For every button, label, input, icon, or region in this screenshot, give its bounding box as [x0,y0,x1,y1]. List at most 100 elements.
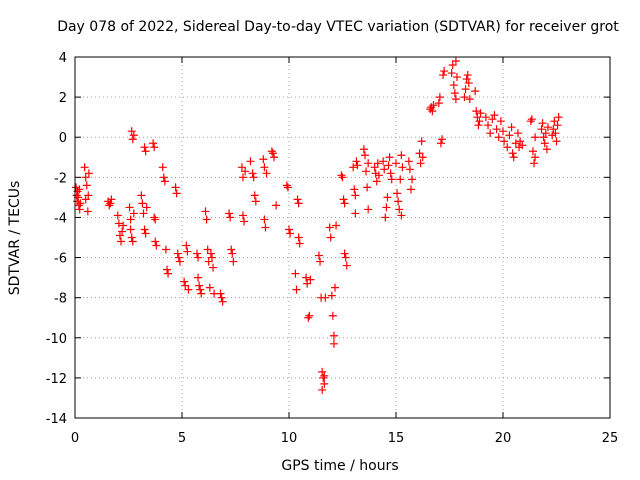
data-point [127,233,136,242]
data-point [329,339,338,348]
data-point [318,385,327,394]
data-point [416,159,425,168]
data-point [205,283,214,292]
data-point [126,215,135,224]
data-point [302,273,311,282]
data-point [486,129,495,138]
data-point [436,139,445,148]
data-point [194,273,203,282]
data-point [552,137,561,146]
data-point [397,211,406,220]
data-point [448,61,457,70]
data-point [374,171,383,180]
data-point [105,201,114,210]
data-point [435,93,444,102]
data-point [528,147,537,156]
data-point [182,241,191,250]
data-point [543,123,552,132]
data-point [149,139,158,148]
data-point [382,203,391,212]
data-point [408,175,417,184]
data-point [125,203,134,212]
data-point [192,249,201,258]
data-point [114,219,123,228]
data-point [285,225,293,234]
data-point [268,149,277,158]
data-point [331,283,340,292]
data-point [229,257,238,266]
data-point [304,313,313,322]
y-tick-label: -14 [46,412,67,427]
data-point [359,145,368,154]
data-point [195,281,204,290]
data-point [554,113,563,122]
data-point [353,161,362,170]
data-point [158,163,167,172]
data-point [364,205,373,214]
data-point [351,191,360,200]
data-point [321,293,330,302]
data-point [267,147,276,156]
data-point [282,181,291,190]
data-point [434,99,443,108]
plot-frame [74,56,611,419]
data-point [379,157,388,166]
data-point [325,223,334,232]
data-point [228,249,237,258]
data-point [352,157,361,166]
data-point [294,199,303,208]
data-point [490,111,499,120]
data-point [451,95,460,104]
x-tick-label: 5 [178,431,186,446]
data-point [476,109,485,118]
data-point [351,209,360,218]
data-point [340,199,349,208]
data-point [118,227,127,236]
data-point [350,185,359,194]
data-point [473,113,482,122]
data-point [115,231,124,240]
x-axis-label: GPS time / hours [281,458,398,474]
data-point [337,171,346,180]
y-tick-label: -2 [54,171,67,186]
data-point [293,195,302,204]
data-point [283,183,292,192]
grid-lines [75,57,610,418]
y-tick-label: 2 [59,91,67,106]
data-point [531,133,540,142]
data-point [372,177,381,186]
data-point [500,137,509,146]
data-point [295,239,304,248]
data-point [140,143,149,152]
data-point [503,143,512,152]
data-point [397,151,406,160]
data-point [393,189,402,198]
data-point [492,125,501,134]
data-point [161,245,170,254]
data-point [450,89,459,98]
data-point [225,209,234,218]
data-point [462,75,471,84]
data-point [395,205,404,214]
data-point [141,147,150,156]
data-point [84,191,93,200]
data-point [75,205,84,214]
data-point [207,253,216,262]
data-point [316,257,325,266]
data-point [217,293,226,302]
data-point [508,149,517,158]
data-point [303,279,312,288]
data-point [183,247,192,256]
data-point [81,173,90,182]
data-point [107,195,116,204]
data-point [415,149,424,158]
y-axis-label: SDTVAR / TECUs [7,181,23,296]
chart-title: Day 078 of 2022, Sidereal Day-to-day VTE… [57,19,619,35]
data-point [196,285,205,294]
data-point [326,233,335,242]
data-point [82,181,91,190]
data-point [526,117,535,126]
data-point [80,163,89,172]
data-point [381,213,390,222]
